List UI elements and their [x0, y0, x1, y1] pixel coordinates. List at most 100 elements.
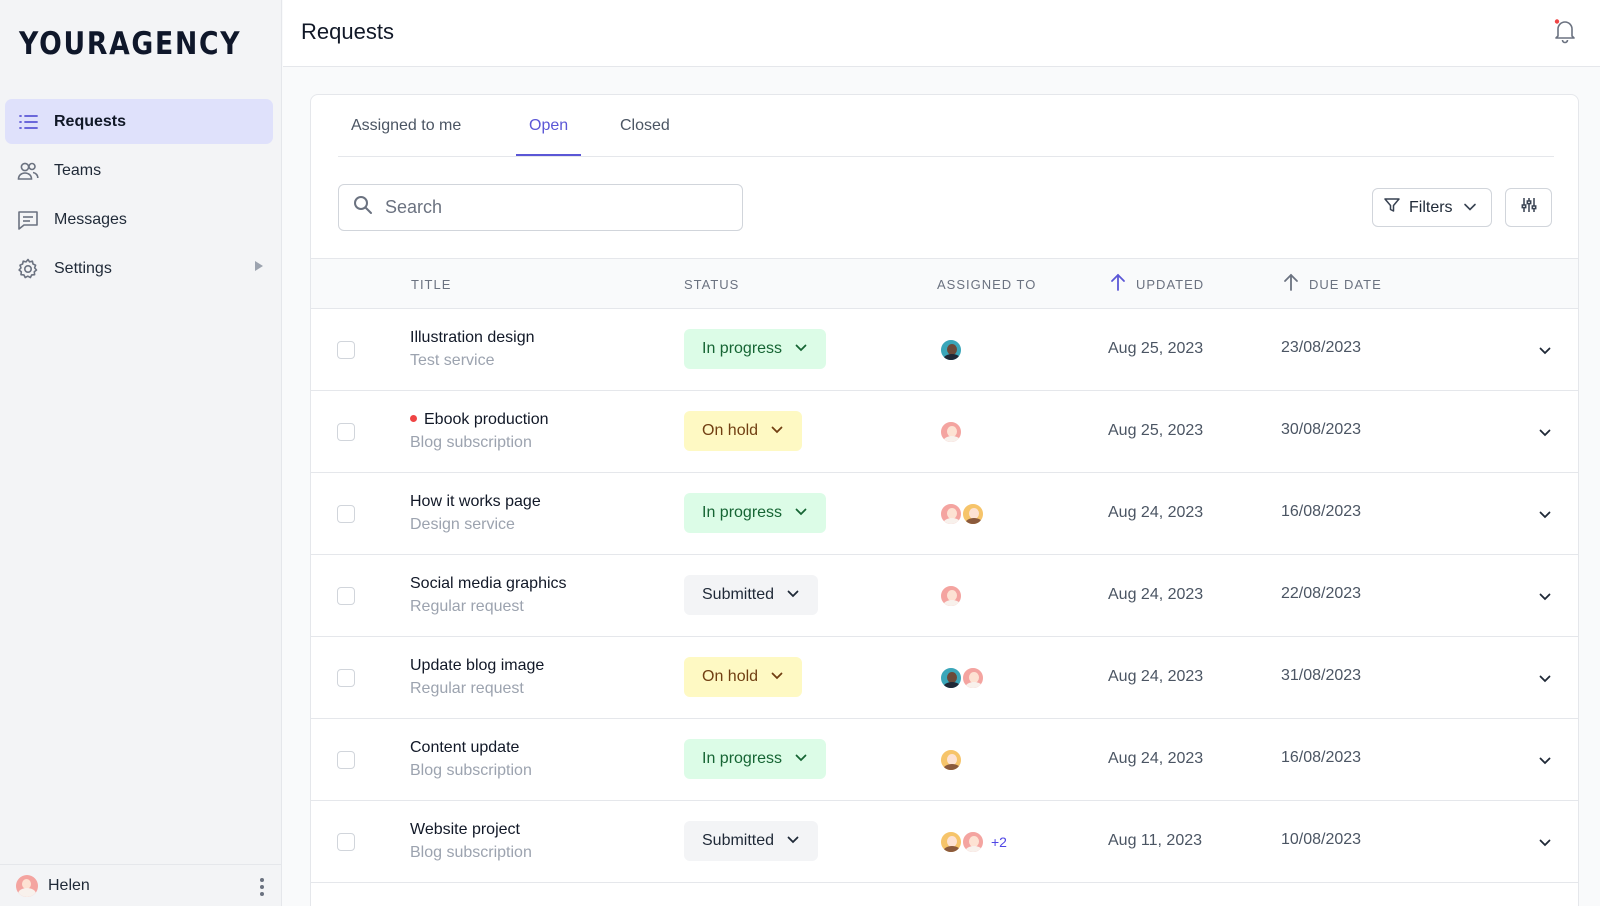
notification-bell-icon[interactable] [1552, 18, 1578, 44]
request-title[interactable]: Illustration design [410, 329, 535, 347]
assignee-avatar[interactable] [961, 666, 985, 690]
updated-date: Aug 25, 2023 [1108, 422, 1204, 439]
sidebar-item-requests[interactable]: Requests [5, 99, 273, 144]
top-header: Requests [283, 0, 1600, 67]
table-row[interactable]: Illustration design Test service In progre… [311, 309, 1578, 391]
sort-arrow-up-icon [1110, 273, 1126, 294]
funnel-icon [1383, 196, 1401, 219]
expand-row-chevron-icon[interactable] [1538, 671, 1552, 689]
status-dropdown[interactable]: On hold [684, 411, 803, 451]
user-profile[interactable]: Helen [0, 864, 282, 906]
updated-date: Aug 25, 2023 [1108, 340, 1204, 357]
expand-row-chevron-icon[interactable] [1538, 425, 1552, 443]
table-row[interactable]: Website project Blog subscription Submitte… [311, 801, 1578, 883]
due-date: 10/08/2023 [1281, 831, 1362, 848]
tab-closed[interactable]: Closed [620, 117, 670, 134]
row-checkbox[interactable] [337, 423, 355, 441]
column-status[interactable]: STATUS [684, 277, 740, 292]
assignee-avatars [939, 338, 963, 362]
status-label: Submitted [702, 586, 775, 603]
row-checkbox[interactable] [337, 587, 355, 605]
request-title[interactable]: Update blog image [410, 657, 544, 675]
users-icon [16, 159, 40, 183]
request-title[interactable]: Website project [410, 821, 520, 839]
status-dropdown[interactable]: On hold [684, 657, 803, 697]
status-label: Submitted [702, 832, 775, 849]
expand-row-chevron-icon[interactable] [1538, 753, 1552, 771]
tab-open[interactable]: Open [516, 117, 582, 156]
chevron-down-icon [1463, 199, 1477, 217]
extra-assignees-count[interactable]: +2 [991, 834, 1007, 850]
status-dropdown[interactable]: Submitted [684, 575, 819, 615]
assignee-avatars [939, 666, 985, 690]
sidebar-item-settings[interactable]: Settings [5, 246, 273, 291]
assignee-avatar[interactable] [961, 830, 985, 854]
expand-arrow-icon[interactable] [255, 261, 263, 271]
tab-bar: Assigned to me Open Closed [338, 95, 1554, 157]
table-row[interactable]: Content update Blog subscription In progre… [311, 719, 1578, 801]
due-date: 23/08/2023 [1281, 339, 1362, 356]
tab-assigned-to-me[interactable]: Assigned to me [351, 117, 462, 134]
sidebar-item-teams[interactable]: Teams [5, 148, 273, 193]
status-dropdown[interactable]: Submitted [684, 821, 819, 861]
request-title-text: Content update [410, 739, 520, 756]
status-label: In progress [702, 504, 783, 521]
assignee-avatar[interactable] [939, 666, 963, 690]
table-row[interactable]: Ebook production Blog subscription On hold… [311, 391, 1578, 473]
assignee-avatar[interactable] [939, 748, 963, 772]
filters-button[interactable]: Filters [1372, 188, 1492, 227]
search-input[interactable] [385, 197, 715, 218]
due-date: 31/08/2023 [1281, 667, 1362, 684]
assignee-avatar[interactable] [939, 420, 963, 444]
request-title[interactable]: Social media graphics [410, 575, 567, 593]
request-title-text: Website project [410, 821, 520, 838]
chevron-down-icon [794, 750, 808, 768]
expand-row-chevron-icon[interactable] [1538, 343, 1552, 361]
chevron-down-icon [786, 586, 800, 604]
expand-row-chevron-icon[interactable] [1538, 507, 1552, 525]
row-checkbox[interactable] [337, 751, 355, 769]
brand-logo[interactable]: YOURAGENCY [19, 26, 242, 62]
assignee-avatar[interactable] [939, 830, 963, 854]
updated-date: Aug 24, 2023 [1108, 586, 1204, 603]
chevron-down-icon [794, 340, 808, 358]
request-title-text: How it works page [410, 493, 541, 510]
table-row[interactable]: Update blog image Regular request On hold A… [311, 637, 1578, 719]
assignee-avatar[interactable] [939, 502, 963, 526]
expand-row-chevron-icon[interactable] [1538, 589, 1552, 607]
assignee-avatar[interactable] [961, 502, 985, 526]
column-settings-button[interactable] [1505, 188, 1552, 227]
chevron-down-icon [786, 832, 800, 850]
column-due-date[interactable]: DUE DATE [1283, 273, 1382, 294]
request-title-text: Illustration design [410, 329, 535, 346]
updated-date: Aug 24, 2023 [1108, 750, 1204, 767]
request-service: Blog subscription [410, 762, 532, 779]
status-dropdown[interactable]: In progress [684, 329, 827, 369]
assignee-avatar[interactable] [939, 584, 963, 608]
assignee-avatar[interactable] [939, 338, 963, 362]
row-checkbox[interactable] [337, 669, 355, 687]
row-checkbox[interactable] [337, 341, 355, 359]
chat-icon [16, 208, 40, 232]
status-dropdown[interactable]: In progress [684, 739, 827, 779]
request-title[interactable]: Content update [410, 739, 519, 757]
more-options-icon[interactable] [260, 878, 264, 896]
request-title[interactable]: How it works page [410, 493, 541, 511]
column-title[interactable]: TITLE [411, 277, 452, 292]
sidebar-item-messages[interactable]: Messages [5, 197, 273, 242]
column-updated[interactable]: UPDATED [1110, 273, 1204, 294]
row-checkbox[interactable] [337, 505, 355, 523]
table-header: TITLE STATUS ASSIGNED TO UPDATED DUE DAT… [311, 258, 1578, 309]
status-dropdown[interactable]: In progress [684, 493, 827, 533]
assignee-avatars [939, 502, 985, 526]
column-assigned-to[interactable]: ASSIGNED TO [937, 277, 1037, 292]
table-row[interactable]: How it works page Design service In progre… [311, 473, 1578, 555]
assignee-avatars [939, 584, 963, 608]
sort-arrow-up-icon [1283, 273, 1299, 294]
row-checkbox[interactable] [337, 833, 355, 851]
avatar [16, 874, 38, 897]
request-title-text: Social media graphics [410, 575, 567, 592]
expand-row-chevron-icon[interactable] [1538, 835, 1552, 853]
table-row[interactable]: Social media graphics Regular request Subm… [311, 555, 1578, 637]
request-title[interactable]: Ebook production [410, 411, 549, 429]
